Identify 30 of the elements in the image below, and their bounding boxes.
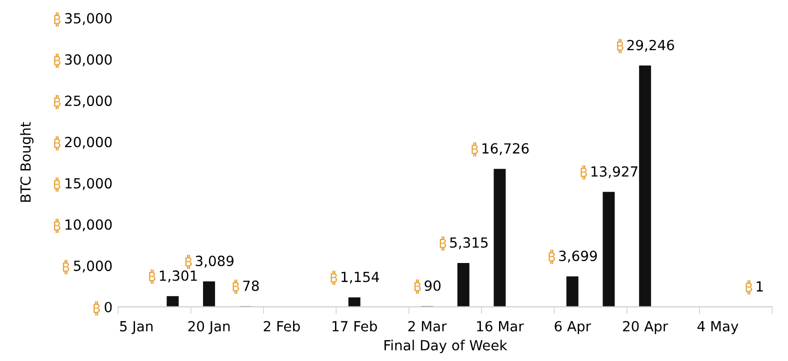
data-label: 5,315	[450, 237, 488, 250]
data-label: 29,246	[627, 40, 674, 52]
data-label: 90	[424, 280, 441, 291]
y-tick-label: 0	[104, 302, 112, 312]
x-tick-label: 20 Apr	[623, 320, 668, 334]
x-tick-label: 20 Jan	[188, 320, 230, 334]
data-label: 13,927	[592, 166, 638, 178]
x-tick-label: 17 Feb	[332, 320, 377, 332]
data-label: 3,089	[196, 256, 234, 268]
data-label: 16,726	[482, 143, 529, 156]
y-tick-label: 25,000	[65, 96, 112, 108]
y-tick-label: 15,000	[66, 178, 112, 190]
data-label: 78	[243, 280, 259, 292]
y-axis-title: BTC Bought	[20, 122, 34, 202]
data-label: 3,699	[559, 250, 597, 263]
x-tick-label: 6 Apr	[554, 320, 592, 334]
x-tick-label: 5 Jan	[120, 321, 153, 334]
data-label: 1,301	[160, 270, 197, 282]
x-tick-label: 4 May	[697, 321, 738, 334]
y-tick-label: 20,000	[65, 136, 112, 149]
x-tick-label: 2 Feb	[264, 320, 300, 332]
data-label: 1,154	[342, 272, 380, 284]
x-axis-title: Final Day of Week	[384, 340, 508, 354]
x-tick-label: 16 Mar	[477, 320, 524, 332]
y-tick-label: 5,000	[74, 260, 112, 272]
y-tick-label: 35,000	[65, 13, 112, 25]
data-label: 1	[756, 281, 763, 292]
x-tick-label: 2 Mar	[408, 320, 447, 332]
y-tick-label: 30,000	[65, 54, 112, 66]
y-tick-label: 10,000	[66, 219, 112, 232]
